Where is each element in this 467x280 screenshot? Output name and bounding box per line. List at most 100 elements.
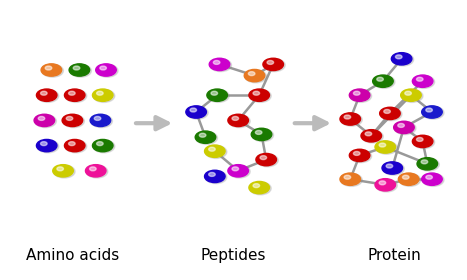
Circle shape (263, 58, 283, 71)
Circle shape (386, 164, 393, 168)
Circle shape (253, 91, 260, 95)
Circle shape (232, 116, 239, 120)
Circle shape (383, 162, 404, 175)
Circle shape (66, 116, 73, 120)
Circle shape (209, 58, 230, 71)
Text: Peptides: Peptides (201, 248, 266, 263)
Circle shape (349, 149, 370, 162)
Circle shape (62, 114, 83, 127)
Circle shape (255, 130, 262, 134)
Circle shape (69, 91, 75, 95)
Circle shape (209, 147, 215, 151)
Circle shape (398, 123, 404, 127)
Circle shape (375, 141, 396, 153)
Circle shape (344, 115, 351, 119)
Circle shape (248, 72, 255, 76)
Circle shape (53, 165, 73, 177)
Circle shape (63, 115, 85, 128)
Circle shape (232, 167, 239, 171)
Circle shape (422, 106, 442, 118)
Circle shape (384, 109, 390, 113)
Circle shape (340, 173, 361, 185)
Circle shape (257, 154, 278, 167)
Circle shape (373, 75, 393, 87)
Circle shape (417, 137, 423, 141)
Circle shape (57, 167, 64, 171)
Circle shape (100, 66, 106, 70)
Circle shape (382, 162, 403, 174)
Circle shape (86, 165, 108, 178)
Circle shape (41, 142, 47, 146)
Circle shape (380, 107, 400, 120)
Circle shape (37, 90, 59, 102)
Circle shape (73, 66, 80, 70)
Circle shape (402, 90, 423, 102)
Circle shape (65, 140, 87, 153)
Circle shape (45, 66, 52, 70)
Circle shape (93, 90, 115, 102)
Circle shape (341, 113, 362, 126)
Circle shape (391, 53, 412, 65)
Circle shape (64, 89, 85, 101)
Circle shape (85, 165, 106, 177)
Circle shape (392, 53, 414, 66)
Circle shape (36, 89, 57, 101)
Circle shape (251, 128, 272, 141)
Circle shape (396, 55, 402, 59)
Circle shape (403, 175, 409, 179)
Circle shape (244, 69, 265, 82)
Circle shape (90, 114, 111, 127)
Circle shape (395, 122, 416, 135)
Circle shape (94, 116, 101, 120)
Circle shape (228, 165, 248, 177)
Circle shape (253, 184, 260, 188)
Circle shape (250, 90, 271, 102)
Circle shape (187, 106, 208, 119)
Circle shape (376, 179, 397, 192)
Circle shape (350, 150, 372, 163)
Circle shape (413, 136, 435, 149)
Circle shape (196, 132, 218, 144)
Circle shape (36, 139, 57, 152)
Circle shape (413, 76, 435, 88)
Circle shape (205, 145, 225, 157)
Circle shape (186, 106, 206, 118)
Circle shape (208, 90, 229, 102)
Circle shape (207, 89, 227, 101)
Circle shape (205, 171, 227, 184)
Circle shape (38, 116, 45, 120)
Circle shape (64, 139, 85, 152)
Circle shape (362, 130, 383, 143)
Circle shape (260, 156, 267, 160)
Circle shape (97, 91, 103, 95)
Circle shape (65, 90, 87, 102)
Circle shape (70, 64, 92, 77)
Circle shape (97, 64, 118, 77)
Circle shape (344, 175, 351, 179)
Circle shape (399, 174, 421, 186)
Circle shape (426, 175, 432, 179)
Circle shape (264, 59, 285, 72)
Circle shape (398, 173, 419, 185)
Circle shape (379, 181, 386, 185)
Circle shape (374, 76, 395, 88)
Circle shape (341, 174, 362, 186)
Circle shape (350, 90, 372, 102)
Circle shape (91, 115, 113, 128)
Circle shape (422, 173, 442, 185)
Circle shape (412, 75, 433, 87)
Circle shape (69, 142, 75, 146)
Circle shape (93, 140, 115, 153)
Circle shape (256, 153, 276, 166)
Circle shape (210, 59, 232, 72)
Circle shape (35, 115, 57, 128)
Circle shape (195, 131, 216, 143)
Circle shape (213, 60, 220, 64)
Circle shape (229, 115, 250, 128)
Circle shape (211, 91, 218, 95)
Circle shape (417, 158, 438, 170)
Circle shape (96, 64, 116, 76)
Circle shape (41, 91, 47, 95)
Circle shape (249, 181, 269, 194)
Circle shape (209, 172, 215, 176)
